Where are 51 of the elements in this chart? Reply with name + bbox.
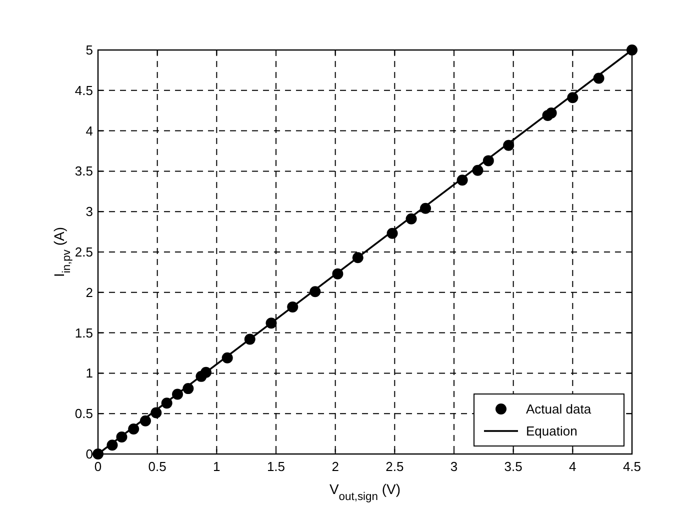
point (472, 164, 484, 176)
y-tick-label: 4.5 (74, 82, 93, 98)
y-tick-label: 2 (86, 284, 93, 300)
point (172, 388, 184, 400)
x-tick-label: 2.5 (386, 459, 404, 474)
x-tick-label: 3.5 (504, 459, 522, 474)
point (116, 432, 128, 443)
point (406, 213, 417, 224)
point (482, 155, 494, 166)
x-tick-label: 1 (213, 459, 220, 474)
point (420, 202, 432, 214)
point (182, 383, 194, 394)
point (200, 366, 212, 378)
x-tick-label: 2 (332, 459, 339, 474)
point (106, 440, 118, 451)
y-tick-label: 4 (86, 123, 93, 138)
point (332, 268, 344, 280)
point (386, 228, 398, 239)
y-tick-label: 1 (86, 366, 93, 381)
y-tick-label: 3 (86, 204, 93, 220)
y-tick-label: 2.5 (74, 244, 93, 260)
point (593, 72, 604, 84)
y-tick-label: 0.5 (74, 406, 93, 422)
point (161, 398, 172, 409)
point (546, 108, 557, 119)
y-tick-label: 3.5 (74, 164, 93, 179)
point (287, 301, 298, 312)
legend-label: Equation (526, 424, 578, 438)
y-tick-label: 5 (86, 42, 93, 58)
x-tick-label: 1.5 (266, 459, 286, 474)
x-tick-label: 4 (569, 459, 576, 474)
x-tick-label: 0.5 (148, 459, 166, 474)
point (456, 174, 468, 186)
point (266, 318, 277, 329)
point (244, 334, 256, 345)
x-axis-title: V$_{out,sign}$ (V) (329, 481, 401, 503)
point (222, 352, 233, 364)
point (128, 423, 140, 434)
x-tick-label: 3 (450, 459, 458, 474)
point (150, 407, 162, 418)
y-tick-label: 1.5 (74, 325, 93, 340)
point (567, 92, 578, 104)
point (92, 448, 104, 460)
point (503, 140, 514, 151)
x-tick-label: 4.5 (622, 459, 642, 474)
y-tick-label: 0 (86, 446, 93, 462)
point (310, 286, 321, 298)
point (626, 44, 638, 56)
point (140, 415, 151, 426)
legend-label: Actual data (526, 402, 592, 416)
point (352, 252, 364, 264)
